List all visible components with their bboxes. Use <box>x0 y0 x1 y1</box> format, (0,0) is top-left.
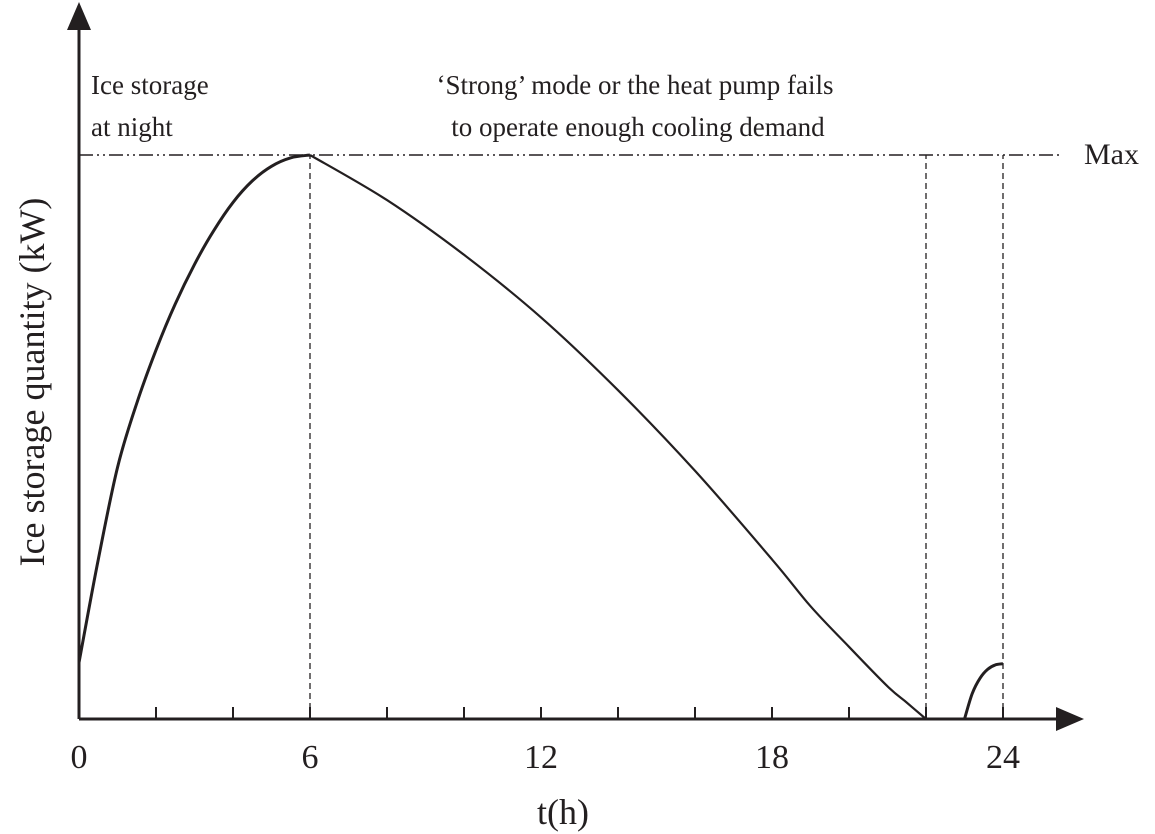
x-tick-labels: 0 6 12 18 24 <box>71 739 1021 776</box>
x-tick-label-24: 24 <box>986 739 1020 776</box>
y-axis-arrow-icon <box>67 2 91 30</box>
annotation-strong-mode-line-2: to operate enough cooling demand <box>451 112 825 142</box>
series-line-2 <box>309 154 927 720</box>
annotation-ice-storage-line-2: at night <box>91 112 173 142</box>
x-tick-label-0: 0 <box>71 739 88 776</box>
x-tick-label-12: 12 <box>524 739 558 776</box>
series-group <box>77 153 1004 720</box>
x-axis-title: t(h) <box>537 792 589 832</box>
series-line-1 <box>77 153 311 663</box>
annotation-ice-storage-line-1: Ice storage <box>91 70 209 100</box>
x-tick-label-6: 6 <box>302 739 319 776</box>
annotation-strong-mode-line-1: ‘Strong’ mode or the heat pump fails <box>437 70 834 100</box>
max-label: Max <box>1084 138 1139 171</box>
x-axis-arrow-icon <box>1056 707 1084 731</box>
x-tick-label-18: 18 <box>755 739 789 776</box>
series-line-3 <box>963 662 1004 720</box>
vertical-markers <box>309 155 1004 719</box>
y-axis-title: Ice storage quantity (kW) <box>12 198 52 567</box>
x-ticks <box>78 707 1004 719</box>
